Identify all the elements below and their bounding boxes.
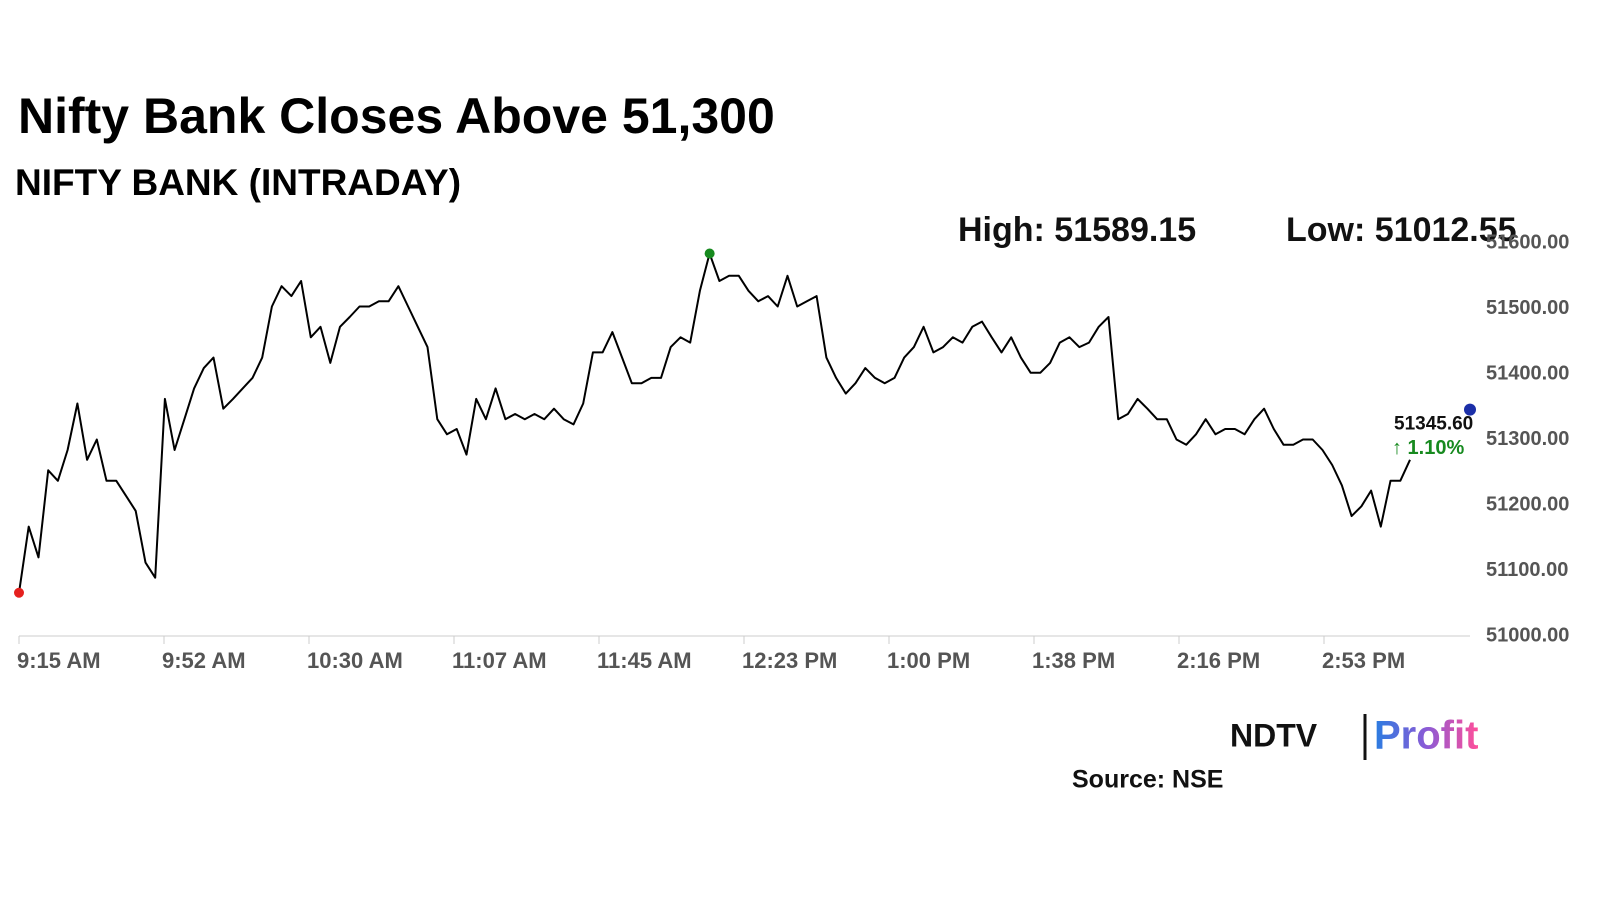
low-text: Low: 51012.55 — [1286, 211, 1517, 249]
x-tick-label: 11:07 AM — [452, 648, 547, 673]
y-tick-label: 51200.00 — [1486, 493, 1569, 515]
chart-title: Nifty Bank Closes Above 51,300 — [18, 88, 775, 144]
last-dot — [1464, 403, 1476, 416]
high-text: High: 51589.15 — [958, 211, 1196, 249]
price-line — [18, 252, 1411, 593]
open-dot — [14, 587, 24, 598]
x-tick-label: 12:23 PM — [742, 648, 837, 673]
y-tick-label: 51600.00 — [1486, 231, 1569, 253]
y-tick-label: 51100.00 — [1486, 559, 1568, 581]
x-tick-label: 1:00 PM — [887, 648, 970, 673]
logo-ndtv: NDTV — [1230, 717, 1318, 753]
y-tick-label: 51500.00 — [1486, 297, 1569, 319]
x-tick-label: 2:16 PM — [1177, 648, 1260, 673]
logo-profit: Profit — [1374, 714, 1478, 758]
x-tick-label: 1:38 PM — [1032, 648, 1115, 673]
y-tick-label: 51300.00 — [1486, 428, 1569, 450]
chart-subtitle: NIFTY BANK (INTRADAY) — [15, 162, 461, 203]
last-value-label: 51345.60 — [1394, 414, 1473, 435]
y-tick-label: 51000.00 — [1486, 624, 1569, 646]
change-label: ↑ 1.10% — [1392, 437, 1464, 459]
x-tick-label: 10:30 AM — [307, 648, 403, 673]
y-tick-label: 51400.00 — [1486, 362, 1569, 384]
x-tick-label: 9:15 AM — [17, 648, 101, 673]
x-tick-label: 11:45 AM — [597, 648, 692, 673]
source: Source: NSE — [1072, 766, 1223, 794]
high-dot — [704, 248, 715, 259]
x-tick-label: 9:52 AM — [162, 648, 246, 673]
x-tick-label: 2:53 PM — [1322, 648, 1405, 673]
